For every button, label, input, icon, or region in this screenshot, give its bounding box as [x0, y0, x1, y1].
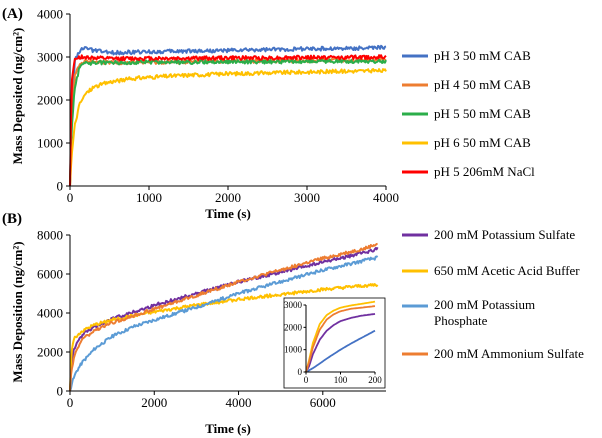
panel-a-y-tick-label: 4000 — [37, 7, 63, 22]
legend-b-label-1: 650 mM Acetic Acid Buffer — [434, 263, 580, 278]
inset-y-tick-label: 2000 — [284, 322, 303, 332]
panel-a-x-tick-label: 3000 — [294, 190, 320, 205]
inset-y-tick-label: 0 — [298, 367, 303, 377]
panel-a-series-ph-5-50-mm-cab — [69, 58, 387, 187]
legend-b-label-3: 200 mM Ammonium Sulfate — [434, 346, 584, 361]
inset-x-tick-label: 100 — [334, 375, 348, 385]
panel-b-y-axis-label: Mass Deposition (ng/cm²) — [10, 241, 25, 382]
panel-a-y-tick-label: 0 — [57, 179, 64, 194]
panel-b-series-200-mm-potassium-sulfate — [69, 246, 379, 392]
inset-y-tick-label: 3000 — [284, 300, 303, 310]
panel-a: (A) Mass Deposited (ng/cm²) Time (s) 0 10… — [2, 6, 535, 221]
inset-series-200-mm-potassium-sulfate — [305, 313, 376, 373]
legend-b-label-0: 200 mM Potassium Sulfate — [434, 227, 575, 242]
panel-a-x-tick-label: 0 — [67, 190, 74, 205]
inset-x-tick-label: 0 — [304, 375, 309, 385]
inset-y-tick-label: 1000 — [284, 345, 303, 355]
legend-b-label-2-line-1: 200 mM Potassium — [434, 297, 535, 312]
panel-b-x-tick-label: 0 — [67, 395, 74, 410]
inset-series-650-mm-acetic-acid-buffer — [305, 300, 376, 373]
panel-b-label: (B) — [2, 211, 22, 227]
panel-b-series-200-mm-ammonium-sulfate — [69, 242, 378, 392]
panel-b: (B) Mass Deposition (ng/cm²) Time (s) 0 2… — [2, 211, 584, 436]
panel-b-y-tick-label: 6000 — [37, 267, 63, 282]
legend-a-label-3: pH 6 50 mM CAB — [434, 135, 531, 150]
inset-series-200-mm-ammonium-sulfate — [305, 305, 376, 373]
panel-a-series-ph-4-50-mm-cab — [69, 57, 387, 187]
panel-a-x-tick-label: 4000 — [373, 190, 399, 205]
panel-a-x-tick-label: 2000 — [215, 190, 241, 205]
panel-a-x-axis-label: Time (s) — [205, 206, 251, 221]
inset-series-200-mm-potassium-phosphate — [305, 329, 376, 373]
legend-a-label-1: pH 4 50 mM CAB — [434, 77, 531, 92]
panel-a-y-axis-label: Mass Deposited (ng/cm²) — [10, 28, 25, 165]
panel-a-label: (A) — [2, 6, 23, 22]
legend-b-label-2-line-2: Phosphate — [434, 313, 488, 328]
panel-a-y-tick-label: 2000 — [37, 93, 63, 108]
legend-a-label-0: pH 3 50 mM CAB — [434, 48, 531, 63]
panel-b-x-tick-label: 6000 — [310, 395, 336, 410]
panel-a-x-tick-label: 1000 — [136, 190, 162, 205]
legend-a-label-4: pH 5 206mM NaCl — [434, 164, 535, 179]
panel-b-y-tick-label: 2000 — [37, 345, 63, 360]
panel-a-series-ph-6-50-mm-cab — [69, 68, 387, 187]
panel-b-x-tick-label: 4000 — [226, 395, 252, 410]
panel-b-y-tick-label: 0 — [57, 384, 64, 399]
panel-a-series-ph-5-206mm-nacl — [69, 54, 387, 187]
panel-a-series-ph-3-50-mm-cab — [69, 44, 387, 187]
panel-b-legend: 200 mM Potassium Sulfate 650 mM Acetic A… — [402, 227, 584, 361]
panel-b-series-200-mm-potassium-phosphate — [69, 255, 379, 392]
panel-a-y-tick-label: 1000 — [37, 136, 63, 151]
legend-a-label-2: pH 5 50 mM CAB — [434, 106, 531, 121]
panel-b-y-tick-label: 4000 — [37, 306, 63, 321]
legend-b-label-2: 200 mM Potassium Phosphate — [434, 297, 538, 328]
panel-b-y-tick-label: 8000 — [37, 228, 63, 243]
panel-a-legend: pH 3 50 mM CAB pH 4 50 mM CAB pH 5 50 mM… — [402, 48, 535, 179]
inset-x-tick-label: 200 — [368, 375, 382, 385]
panel-b-x-tick-label: 2000 — [141, 395, 167, 410]
panel-a-y-tick-label: 3000 — [37, 50, 63, 65]
panel-b-x-axis-label: Time (s) — [205, 421, 251, 436]
